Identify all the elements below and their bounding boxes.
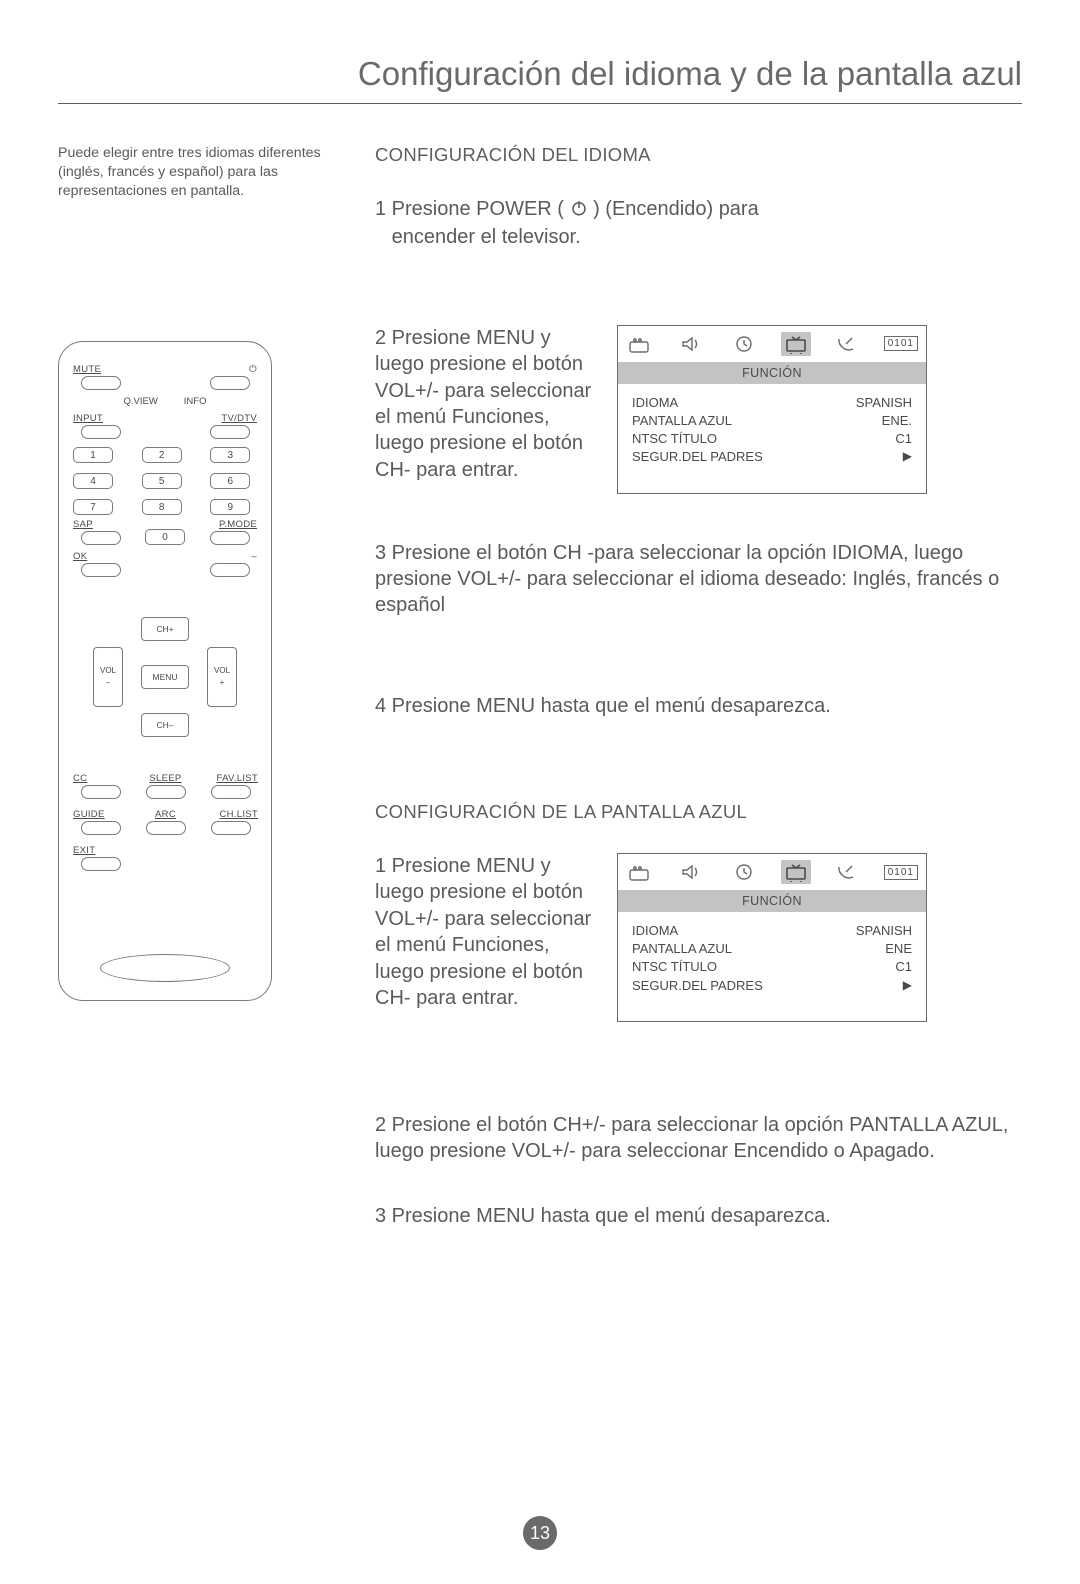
sec2-step1: 1 Presione MENU y luego presione el botó…: [375, 853, 597, 1011]
osd2-icon-clock: [729, 860, 759, 884]
remote-nav-area: CH+ VOL– MENU VOL+ CH–: [73, 617, 257, 737]
osd-code-2: 0101: [884, 865, 918, 880]
remote-num-2: 2: [142, 447, 182, 463]
remote-guide-btn: [81, 821, 121, 835]
remote-num-5: 5: [142, 473, 182, 489]
page-number: 13: [523, 1516, 557, 1550]
remote-exit-btn: [81, 857, 121, 871]
remote-num-4: 4: [73, 473, 113, 489]
remote-chplus-btn: CH+: [141, 617, 189, 641]
remote-num-7: 7: [73, 499, 113, 515]
remote-number-grid: 1 2 3 4 5 6 7 8 9: [73, 447, 257, 515]
right-column: CONFIGURACIÓN DEL IDIOMA 1 Presione POWE…: [375, 144, 1022, 1267]
sec1-step2: 2 Presione MENU y luego presione el botó…: [375, 325, 597, 483]
content: Puede elegir entre tres idiomas diferent…: [58, 144, 1022, 1267]
osd2-icon-dish: [832, 860, 862, 884]
osd-icon-audio: [678, 332, 708, 356]
osd2-icon-video: [626, 860, 656, 884]
remote-bottom-grid: CC SLEEP FAV.LIST GUIDE ARC CH.LIST EXIT: [73, 773, 257, 871]
power-icon: [570, 198, 588, 224]
osd-label-2: FUNCIÓN: [618, 890, 926, 912]
intro-text: Puede elegir entre tres idiomas diferent…: [58, 144, 343, 201]
remote-chlist-label: CH.LIST: [219, 809, 258, 820]
sec2-step3: 3 Presione MENU hasta que el menú desapa…: [375, 1203, 1022, 1229]
remote-power-btn: [210, 376, 250, 390]
osd-list-1: IDIOMASPANISH PANTALLA AZULENE. NTSC TÍT…: [618, 384, 926, 493]
remote-tvdtv-btn: [210, 425, 250, 439]
osd2-icon-tv-selected: [781, 860, 811, 884]
remote-mute-btn: [81, 376, 121, 390]
remote-foot-shape: [100, 954, 230, 982]
remote-sap-label: SAP: [73, 519, 93, 530]
remote-num-3: 3: [210, 447, 250, 463]
osd-icon-dish: [832, 332, 862, 356]
remote-power-icon: ⏻: [249, 364, 257, 375]
remote-chlist-btn: [211, 821, 251, 835]
remote-input-label: INPUT: [73, 413, 103, 424]
osd-label-1: FUNCIÓN: [618, 362, 926, 384]
sec1-step3: 3 Presione el botón CH -para seleccionar…: [375, 540, 1022, 619]
osd-icon-clock: [729, 332, 759, 356]
remote-guide-label: GUIDE: [73, 809, 105, 820]
remote-arc-label: ARC: [155, 809, 176, 820]
remote-control-diagram: MUTE ⏻ Q.VIEW INFO INPUT TV/DTV 1 2 3 4 …: [58, 341, 272, 1001]
remote-num-8: 8: [142, 499, 182, 515]
remote-favlist-btn: [211, 785, 251, 799]
remote-dash-btn: [210, 563, 250, 577]
osd-list-2: IDIOMASPANISH PANTALLA AZULENE NTSC TÍTU…: [618, 912, 926, 1021]
left-column: Puede elegir entre tres idiomas diferent…: [58, 144, 343, 1267]
remote-volplus-btn: VOL+: [207, 647, 237, 707]
remote-tvdtv-label: TV/DTV: [221, 413, 257, 424]
remote-qview-label: Q.VIEW: [123, 396, 157, 407]
sec1-step4: 4 Presione MENU hasta que el menú desapa…: [375, 693, 1022, 719]
osd-menu-1: 0101 FUNCIÓN IDIOMASPANISH PANTALLA AZUL…: [617, 325, 927, 494]
remote-sleep-label: SLEEP: [149, 773, 181, 784]
remote-num-9: 9: [210, 499, 250, 515]
osd-icon-video: [626, 332, 656, 356]
section2-heading: CONFIGURACIÓN DE LA PANTALLA AZUL: [375, 801, 1022, 823]
remote-volminus-btn: VOL–: [93, 647, 123, 707]
osd-menu-2: 0101 FUNCIÓN IDIOMASPANISH PANTALLA AZUL…: [617, 853, 927, 1022]
remote-sleep-btn: [146, 785, 186, 799]
remote-dash-label: –: [251, 551, 257, 562]
osd-code-1: 0101: [884, 336, 918, 351]
remote-ok-btn: [81, 563, 121, 577]
remote-sap-btn: [81, 531, 121, 545]
remote-cc-btn: [81, 785, 121, 799]
sec1-step2-row: 2 Presione MENU y luego presione el botó…: [375, 325, 1022, 494]
remote-favlist-label: FAV.LIST: [217, 773, 258, 784]
remote-num-1: 1: [73, 447, 113, 463]
page-title: Configuración del idioma y de la pantall…: [58, 55, 1022, 104]
remote-ok-label: OK: [73, 551, 87, 562]
remote-pmode-label: P.MODE: [219, 519, 257, 530]
sec1-step1: 1 Presione POWER ( ) (Encendido) para en…: [375, 196, 1022, 251]
section1-heading: CONFIGURACIÓN DEL IDIOMA: [375, 144, 1022, 166]
osd-icon-tv-selected: [781, 332, 811, 356]
remote-info-label: INFO: [184, 396, 207, 407]
remote-input-btn: [81, 425, 121, 439]
sec2-step1-row: 1 Presione MENU y luego presione el botó…: [375, 853, 1022, 1022]
remote-menu-btn: MENU: [141, 665, 189, 689]
osd2-icon-audio: [678, 860, 708, 884]
remote-num-6: 6: [210, 473, 250, 489]
sec2-step2: 2 Presione el botón CH+/- para seleccion…: [375, 1112, 1022, 1165]
remote-num-0: 0: [145, 529, 185, 545]
remote-arc-btn: [146, 821, 186, 835]
remote-cc-label: CC: [73, 773, 87, 784]
remote-mute-label: MUTE: [73, 364, 101, 375]
remote-pmode-btn: [210, 531, 250, 545]
remote-exit-label: EXIT: [73, 845, 95, 856]
remote-chminus-btn: CH–: [141, 713, 189, 737]
